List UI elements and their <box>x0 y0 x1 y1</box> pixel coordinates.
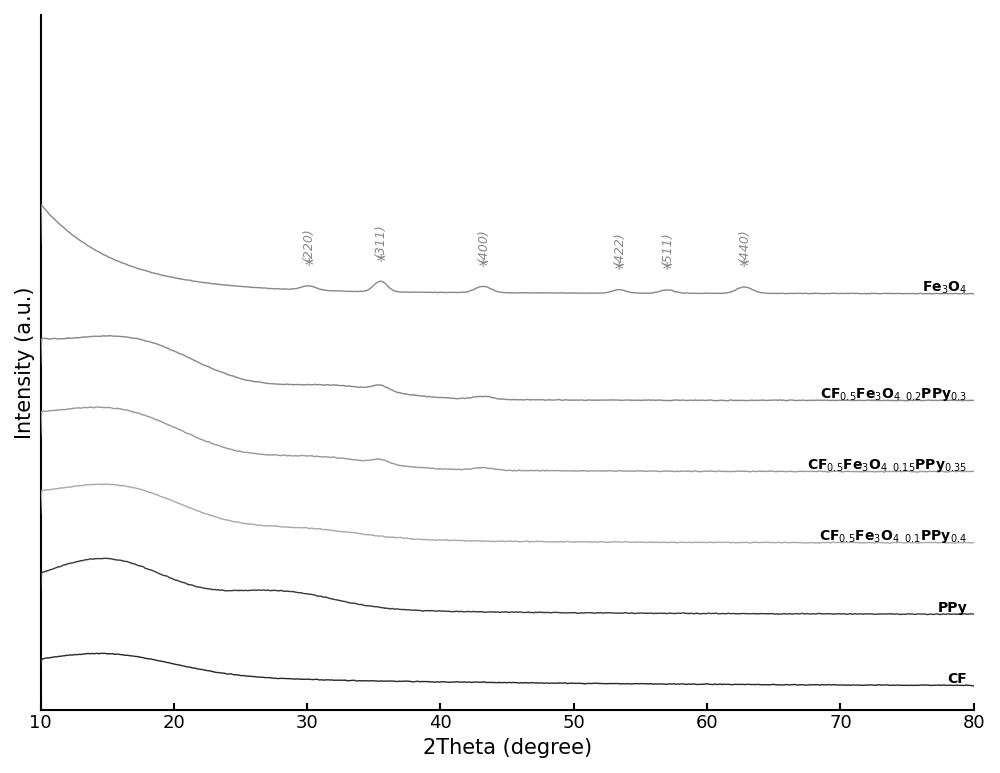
X-axis label: 2Theta (degree): 2Theta (degree) <box>423 738 592 758</box>
Text: *: * <box>479 259 487 276</box>
Text: CF$_{0.5}$Fe$_3$O$_{4\ \ 0.1}$PPy$_{0.4}$: CF$_{0.5}$Fe$_3$O$_{4\ \ 0.1}$PPy$_{0.4}… <box>819 528 967 545</box>
Text: (422): (422) <box>613 232 626 266</box>
Text: *: * <box>304 258 313 275</box>
Text: CF: CF <box>947 672 967 686</box>
Y-axis label: Intensity (a.u.): Intensity (a.u.) <box>15 286 35 438</box>
Text: (400): (400) <box>477 229 490 263</box>
Text: *: * <box>376 254 385 271</box>
Text: (511): (511) <box>661 233 674 266</box>
Text: *: * <box>740 259 749 276</box>
Text: *: * <box>663 262 671 279</box>
Text: Fe$_3$O$_4$: Fe$_3$O$_4$ <box>922 279 967 295</box>
Text: (220): (220) <box>302 229 315 262</box>
Text: (440): (440) <box>738 230 751 264</box>
Text: CF$_{0.5}$Fe$_3$O$_{4\ \ 0.2}$PPy$_{0.3}$: CF$_{0.5}$Fe$_3$O$_{4\ \ 0.2}$PPy$_{0.3}… <box>820 386 967 404</box>
Text: PPy: PPy <box>937 601 967 615</box>
Text: *: * <box>615 262 623 279</box>
Text: CF$_{0.5}$Fe$_3$O$_{4\ \ 0.15}$PPy$_{0.35}$: CF$_{0.5}$Fe$_3$O$_{4\ \ 0.15}$PPy$_{0.3… <box>807 457 967 474</box>
Text: (311): (311) <box>374 224 387 257</box>
